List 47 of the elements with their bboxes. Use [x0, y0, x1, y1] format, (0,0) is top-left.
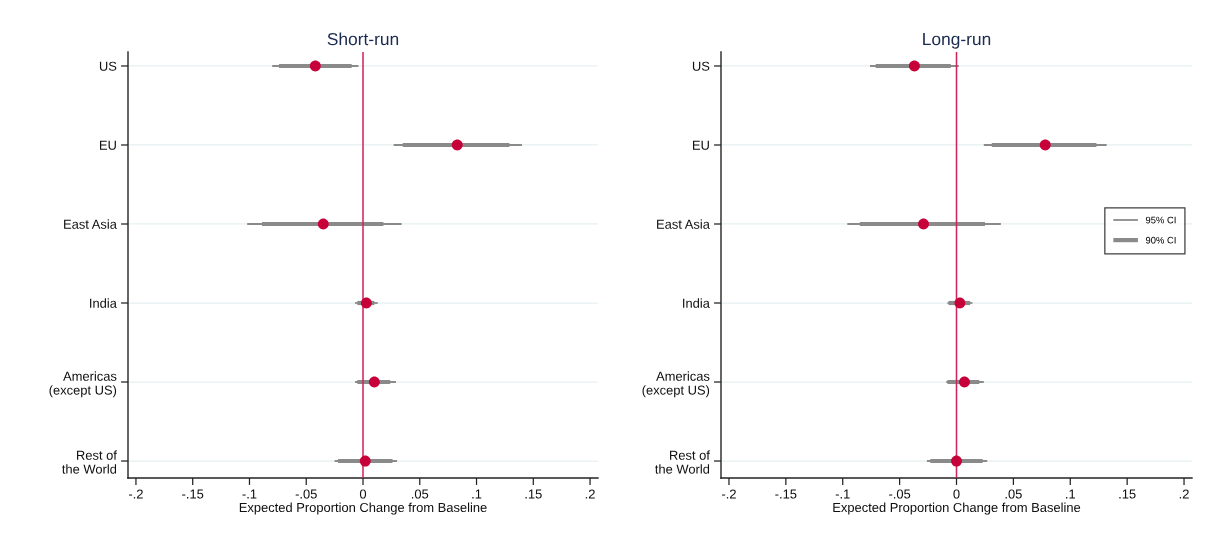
point [951, 455, 962, 467]
x-tick-label: -.15 [182, 489, 204, 499]
x-tick-label: .2 [1179, 489, 1189, 499]
x-tick-label: .15 [1119, 489, 1136, 499]
x-tick-label: .15 [525, 489, 542, 499]
y-tick-label: US [99, 61, 117, 71]
chart-title: Long-run [923, 33, 991, 49]
y-tick-label: Rest of the World [655, 450, 710, 474]
x-axis-title: Expected Proportion Change from Baseline [833, 502, 1081, 515]
y-tick-label: East Asia [64, 219, 117, 229]
legend-label: 95% CI [1145, 216, 1176, 224]
x-axis-title: Expected Proportion Change from Baseline [239, 502, 487, 515]
x-tick-label: .05 [411, 489, 429, 499]
y-tick-label: Rest of the World [62, 450, 117, 474]
point [908, 60, 920, 72]
y-tick-label: EU [100, 140, 116, 150]
chart-title: Short-run [327, 32, 399, 46]
y-tick-label: India [90, 298, 117, 308]
y-tick-label: East Asia [657, 219, 710, 229]
y-tick-label: US [692, 61, 710, 71]
y-tick-label: India [683, 298, 710, 308]
x-tick-label: -.15 [775, 489, 797, 499]
point [1039, 139, 1051, 151]
point [451, 139, 463, 151]
x-tick-label: 0 [953, 489, 960, 499]
x-tick-label: .05 [1005, 489, 1022, 499]
x-tick-label: -.1 [242, 489, 257, 499]
point [317, 218, 329, 230]
legend-label: 90% CI [1145, 236, 1176, 244]
x-tick-label: 0 [359, 489, 367, 499]
x-tick-label: -.05 [295, 489, 317, 499]
point [954, 297, 966, 309]
x-tick-label: .1 [472, 489, 482, 499]
point [918, 218, 929, 230]
x-tick-label: -.2 [722, 489, 736, 499]
point [368, 376, 380, 388]
x-tick-label: -.05 [889, 489, 911, 499]
point [359, 455, 371, 467]
x-tick-label: -.1 [835, 489, 850, 499]
y-tick-label: Americas (except US) [49, 371, 117, 398]
x-tick-label: -.2 [128, 489, 143, 499]
x-tick-label: .1 [1066, 489, 1076, 499]
y-tick-label: EU [693, 140, 709, 150]
y-tick-label: Americas (except US) [642, 371, 710, 398]
point [959, 376, 970, 388]
point [309, 60, 321, 72]
x-tick-label: .2 [585, 489, 595, 499]
